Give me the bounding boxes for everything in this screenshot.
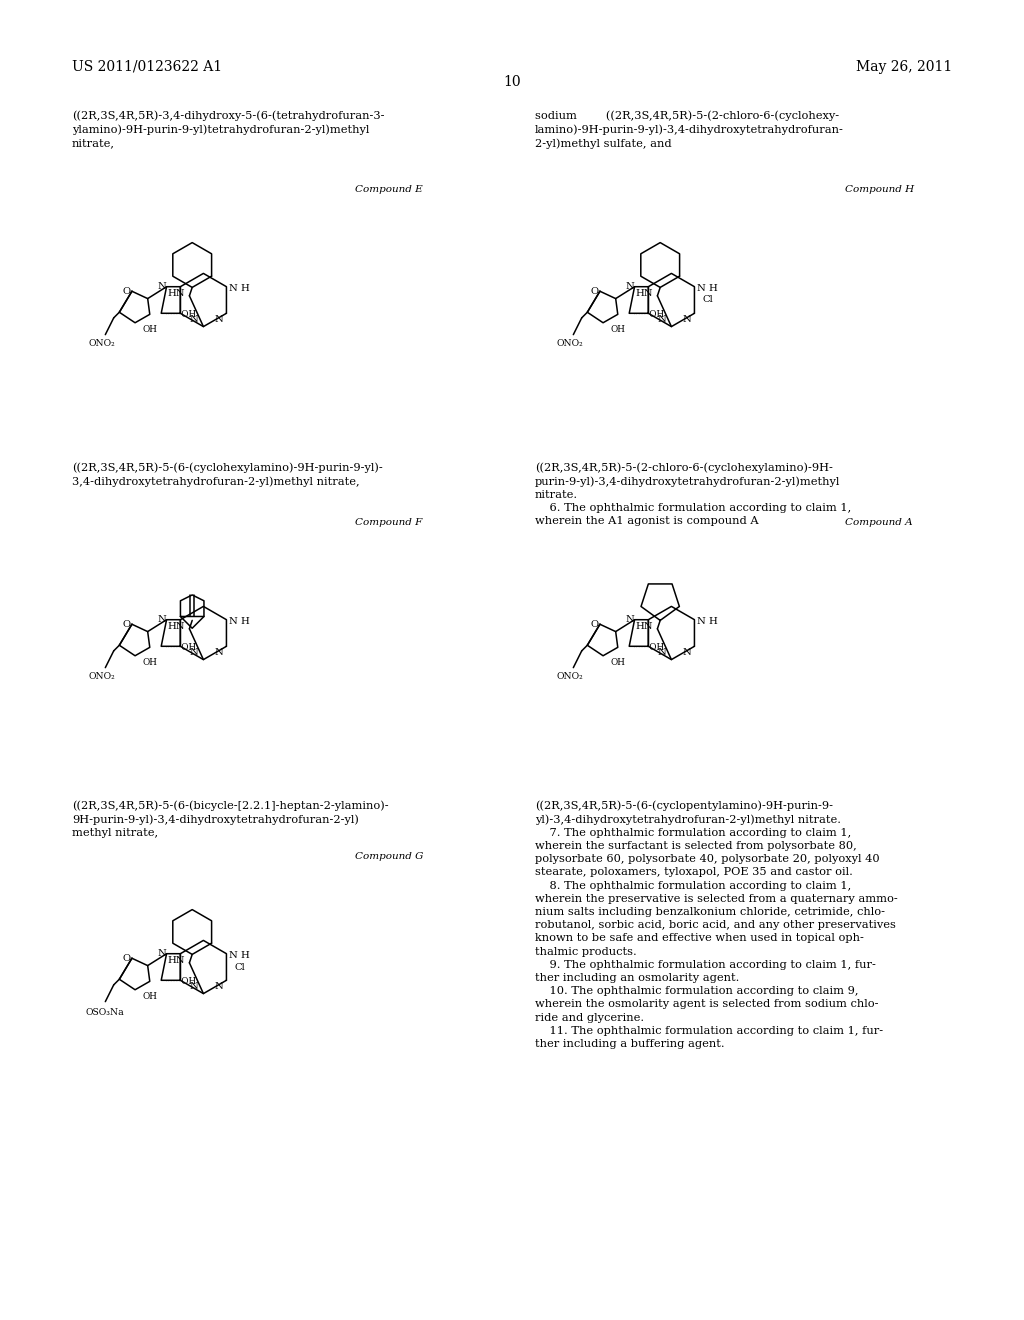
Text: O: O: [123, 954, 131, 962]
Text: O: O: [123, 620, 131, 628]
Text: Cl: Cl: [234, 962, 246, 972]
Text: H: H: [709, 284, 717, 293]
Text: N: N: [657, 315, 667, 325]
Text: OH: OH: [610, 659, 625, 667]
Text: 10: 10: [503, 75, 521, 88]
Text: HN: HN: [636, 622, 653, 631]
Text: ONO₂: ONO₂: [557, 672, 584, 681]
Text: O: O: [123, 286, 131, 296]
Text: N: N: [657, 648, 667, 657]
Text: N: N: [696, 284, 705, 293]
Text: ((2R,3S,4R,5R)-3,4-dihydroxy-5-(6-(tetrahydrofuran-3-
ylamino)-9H-purin-9-yl)tet: ((2R,3S,4R,5R)-3,4-dihydroxy-5-(6-(tetra…: [72, 110, 384, 148]
Text: N: N: [158, 949, 166, 958]
Text: ONO₂: ONO₂: [89, 338, 116, 347]
Text: ONO₂: ONO₂: [557, 338, 584, 347]
Text: N: N: [683, 315, 691, 325]
Text: H: H: [709, 618, 717, 626]
Text: Compound F: Compound F: [355, 517, 422, 527]
Text: N: N: [228, 284, 237, 293]
Text: OH: OH: [142, 993, 157, 1002]
Text: ((2R,3S,4R,5R)-5-(6-(bicycle-[2.2.1]-heptan-2-ylamino)-
9H-purin-9-yl)-3,4-dihyd: ((2R,3S,4R,5R)-5-(6-(bicycle-[2.2.1]-hep…: [72, 800, 389, 838]
Text: Compound G: Compound G: [355, 851, 423, 861]
Text: May 26, 2011: May 26, 2011: [856, 59, 952, 74]
Text: N: N: [158, 282, 166, 292]
Text: ······OH: ······OH: [632, 643, 664, 652]
Text: N: N: [696, 618, 705, 626]
Text: N: N: [683, 648, 691, 657]
Text: ((2R,3S,4R,5R)-5-(2-chloro-6-(cyclohexylamino)-9H-
purin-9-yl)-3,4-dihydroxytetr: ((2R,3S,4R,5R)-5-(2-chloro-6-(cyclohexyl…: [535, 462, 851, 527]
Text: N: N: [626, 615, 634, 624]
Text: N: N: [215, 315, 223, 325]
Text: HN: HN: [168, 956, 185, 965]
Text: N: N: [158, 615, 166, 624]
Text: OH: OH: [142, 659, 157, 667]
Text: US 2011/0123622 A1: US 2011/0123622 A1: [72, 59, 222, 74]
Text: N: N: [189, 982, 199, 991]
Text: HN: HN: [636, 289, 653, 298]
Text: Compound H: Compound H: [845, 185, 914, 194]
Text: N: N: [189, 648, 199, 657]
Text: Cl: Cl: [702, 296, 714, 305]
Text: HN: HN: [168, 622, 185, 631]
Text: ······OH: ······OH: [164, 310, 196, 319]
Text: sodium        ((2R,3S,4R,5R)-5-(2-chloro-6-(cyclohexy-
lamino)-9H-purin-9-yl)-3,: sodium ((2R,3S,4R,5R)-5-(2-chloro-6-(cyc…: [535, 110, 844, 149]
Text: Compound A: Compound A: [845, 517, 912, 527]
Text: H: H: [241, 284, 249, 293]
Text: OH: OH: [610, 325, 625, 334]
Text: N: N: [215, 648, 223, 657]
Text: ((2R,3S,4R,5R)-5-(6-(cyclopentylamino)-9H-purin-9-
yl)-3,4-dihydroxytetrahydrofu: ((2R,3S,4R,5R)-5-(6-(cyclopentylamino)-9…: [535, 800, 898, 1049]
Text: ONO₂: ONO₂: [89, 672, 116, 681]
Text: N: N: [189, 315, 199, 325]
Text: OH: OH: [142, 325, 157, 334]
Text: N: N: [215, 982, 223, 991]
Text: H: H: [241, 618, 249, 626]
Text: ······OH: ······OH: [164, 977, 196, 986]
Text: N: N: [228, 952, 237, 960]
Text: N: N: [228, 618, 237, 626]
Text: O: O: [591, 620, 599, 628]
Text: O: O: [591, 286, 599, 296]
Text: OSO₃Na: OSO₃Na: [86, 1008, 125, 1018]
Text: ······OH: ······OH: [164, 643, 196, 652]
Text: Compound E: Compound E: [355, 185, 423, 194]
Text: N: N: [626, 282, 634, 292]
Text: HN: HN: [168, 289, 185, 298]
Text: ((2R,3S,4R,5R)-5-(6-(cyclohexylamino)-9H-purin-9-yl)-
3,4-dihydroxytetrahydrofur: ((2R,3S,4R,5R)-5-(6-(cyclohexylamino)-9H…: [72, 462, 383, 487]
Text: H: H: [241, 952, 249, 960]
Text: ······OH: ······OH: [632, 310, 664, 319]
